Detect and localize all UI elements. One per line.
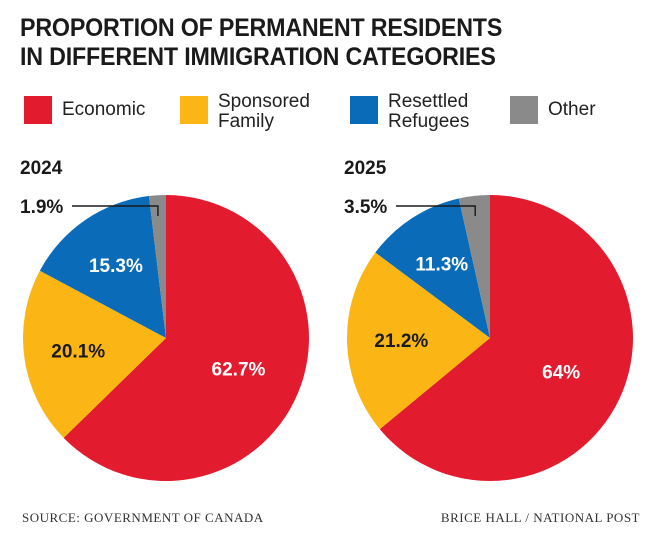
pie-slice-resettled-refugees-2024 xyxy=(39,196,167,338)
pie-slice-sponsored-family-2024 xyxy=(22,270,167,438)
slice-label-economic-2025: 64% xyxy=(542,362,580,383)
pie-slice-sponsored-family-2025 xyxy=(347,252,490,430)
legend-label-economic: Economic xyxy=(62,99,146,120)
chart-title-line-1: PROPORTION OF PERMANENT RESIDENTS xyxy=(20,14,503,42)
legend-label-sponsored-family: Sponsored Family xyxy=(218,91,310,132)
legend-swatch-other xyxy=(510,96,538,124)
pie-chart-2025: 2025 64% 21.2% 11.3% 3.5% xyxy=(344,150,664,490)
pie-chart-2024: 2024 62.7% 20.1% 15.3% 1.9% xyxy=(20,150,340,490)
legend-label-resettled-refugees: Resettled Refugees xyxy=(388,91,470,132)
legend-swatch-economic xyxy=(24,96,52,124)
legend-swatch-resettled-refugees xyxy=(350,96,378,124)
slice-label-resettled-refugees-2024: 15.3% xyxy=(89,256,143,277)
legend-label-other: Other xyxy=(548,99,596,120)
slice-label-other-2024: 1.9% xyxy=(20,197,63,218)
pie-slice-economic-2024 xyxy=(63,195,310,481)
callout-line-other-2025 xyxy=(396,205,476,216)
chart-title: PROPORTION OF PERMANENT RESIDENTS IN DIF… xyxy=(20,14,597,72)
slice-label-other-2025: 3.5% xyxy=(344,197,387,218)
slice-label-sponsored-family-2024: 20.1% xyxy=(51,341,105,362)
pie-slice-economic-2025 xyxy=(379,195,633,482)
pie-year-2024: 2024 xyxy=(20,158,63,179)
slice-label-resettled-refugees-2025: 11.3% xyxy=(415,255,468,276)
legend-swatch-sponsored-family xyxy=(180,96,208,124)
slice-label-sponsored-family-2025: 21.2% xyxy=(374,331,428,352)
pie-year-2025: 2025 xyxy=(344,158,387,179)
slice-label-economic-2024: 62.7% xyxy=(212,360,266,381)
pie-slice-other-2024 xyxy=(148,195,166,338)
legend: Economic Sponsored Family Resettled Refu… xyxy=(24,92,644,136)
source-note: SOURCE: GOVERNMENT OF CANADA xyxy=(22,510,264,525)
pie-svg-2025: 64% 21.2% 11.3% 3.5% xyxy=(344,195,633,482)
pie-slice-other-2025 xyxy=(458,195,490,338)
pie-svg-2024: 62.7% 20.1% 15.3% 1.9% xyxy=(20,195,310,481)
callout-line-other-2024 xyxy=(72,205,159,216)
credit-note: BRICE HALL / NATIONAL POST xyxy=(440,510,640,525)
pie-slice-resettled-refugees-2025 xyxy=(375,198,490,338)
chart-title-line-2: IN DIFFERENT IMMIGRATION CATEGORIES xyxy=(20,43,496,71)
